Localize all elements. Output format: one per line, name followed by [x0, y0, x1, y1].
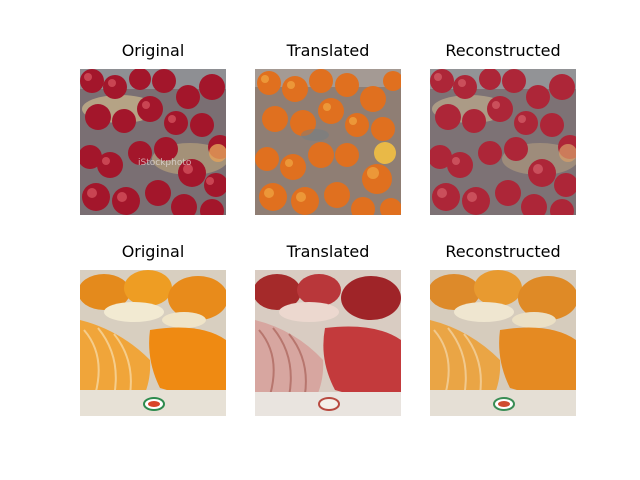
panel-title: Translated — [286, 41, 370, 60]
orange-segments-image — [80, 270, 226, 416]
panel-title: Original — [121, 242, 185, 261]
panel-title: Translated — [286, 242, 370, 261]
apples-image: iStockphoto — [80, 69, 226, 215]
panel-title: Reconstructed — [445, 41, 561, 60]
orange-segments-image — [430, 270, 576, 416]
panel-title: Reconstructed — [445, 242, 561, 261]
panel-title: Original — [121, 41, 185, 60]
oranges-image — [255, 69, 401, 215]
red-segments-image — [255, 270, 401, 416]
svg-text:iStockphoto: iStockphoto — [138, 158, 192, 168]
apples-image — [430, 69, 576, 215]
